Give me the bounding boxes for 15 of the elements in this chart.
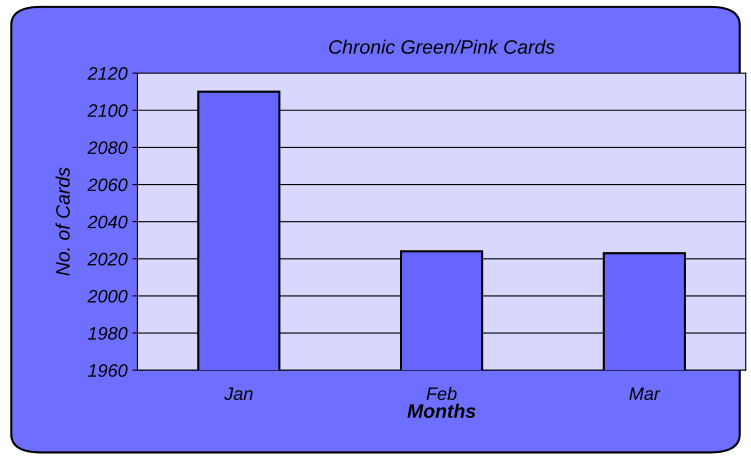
- y-tick-label: 2020: [87, 252, 128, 266]
- y-tick-label: 2080: [87, 141, 128, 154]
- x-tick-label: Mar: [629, 388, 661, 400]
- x-tick-label: Feb: [426, 386, 457, 400]
- y-tick-label: 2100: [87, 104, 128, 117]
- y-axis-title: No. of Cards: [56, 167, 70, 276]
- x-tick-label: Jan: [224, 388, 253, 400]
- y-tick-label: 2000: [87, 290, 128, 303]
- y-tick-label: 2040: [87, 216, 128, 228]
- y-tick-label: 2120: [87, 67, 128, 80]
- x-axis-title: Months: [407, 404, 476, 418]
- y-tick-label: 2060: [87, 178, 128, 192]
- y-tick-label: 1960: [88, 364, 128, 377]
- chart-title: Chronic Green/Pink Cards: [329, 40, 555, 54]
- y-tick-label: 1980: [88, 326, 128, 340]
